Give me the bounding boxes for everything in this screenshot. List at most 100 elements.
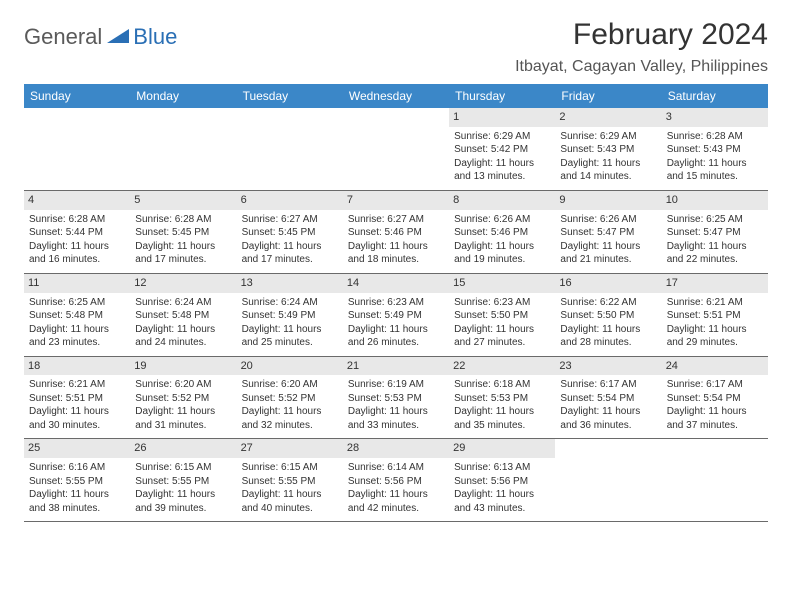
daylight-text: Daylight: 11 hours and 43 minutes.: [454, 488, 550, 515]
sunset-text: Sunset: 5:56 PM: [348, 475, 444, 489]
day-cell: 6 Sunrise: 6:27 AMSunset: 5:45 PMDaylight…: [237, 191, 343, 273]
daylight-text: Daylight: 11 hours and 37 minutes.: [667, 405, 763, 432]
sunrise-text: Sunrise: 6:24 AM: [135, 296, 231, 310]
daylight-text: Daylight: 11 hours and 21 minutes.: [560, 240, 656, 267]
sunset-text: Sunset: 5:49 PM: [242, 309, 338, 323]
sunrise-text: Sunrise: 6:28 AM: [29, 213, 125, 227]
day-cell: 17Sunrise: 6:21 AMSunset: 5:51 PMDayligh…: [662, 274, 768, 356]
sunrise-text: Sunrise: 6:16 AM: [29, 461, 125, 475]
day-cell-empty: [24, 108, 130, 190]
daylight-text: Daylight: 11 hours and 36 minutes.: [560, 405, 656, 432]
day-header-monday: Monday: [130, 84, 236, 108]
week-row: 1Sunrise: 6:29 AMSunset: 5:42 PMDaylight…: [24, 108, 768, 191]
day-cell: 21Sunrise: 6:19 AMSunset: 5:53 PMDayligh…: [343, 357, 449, 439]
daylight-text: Daylight: 11 hours and 32 minutes.: [242, 405, 338, 432]
date-number: 13: [237, 274, 343, 293]
date-number: 29: [449, 439, 555, 458]
date-number: 4: [24, 191, 130, 210]
sunrise-text: Sunrise: 6:23 AM: [348, 296, 444, 310]
daylight-text: Daylight: 11 hours and 31 minutes.: [135, 405, 231, 432]
daylight-text: Daylight: 11 hours and 35 minutes.: [454, 405, 550, 432]
daylight-text: Daylight: 11 hours and 29 minutes.: [667, 323, 763, 350]
day-cell: 1Sunrise: 6:29 AMSunset: 5:42 PMDaylight…: [449, 108, 555, 190]
sunrise-text: Sunrise: 6:22 AM: [560, 296, 656, 310]
sunrise-text: Sunrise: 6:29 AM: [454, 130, 550, 144]
sunset-text: Sunset: 5:51 PM: [29, 392, 125, 406]
day-header-saturday: Saturday: [662, 84, 768, 108]
location-subtitle: Itbayat, Cagayan Valley, Philippines: [515, 58, 768, 76]
sunrise-text: Sunrise: 6:14 AM: [348, 461, 444, 475]
daylight-text: Daylight: 11 hours and 24 minutes.: [135, 323, 231, 350]
day-cell: 16Sunrise: 6:22 AMSunset: 5:50 PMDayligh…: [555, 274, 661, 356]
header: General Blue February 2024 Itbayat, Caga…: [24, 18, 768, 76]
sunset-text: Sunset: 5:43 PM: [560, 143, 656, 157]
sunset-text: Sunset: 5:45 PM: [242, 226, 338, 240]
date-number: 3: [662, 108, 768, 127]
daylight-text: Daylight: 11 hours and 30 minutes.: [29, 405, 125, 432]
day-cell: 8Sunrise: 6:26 AMSunset: 5:46 PMDaylight…: [449, 191, 555, 273]
sunrise-text: Sunrise: 6:21 AM: [667, 296, 763, 310]
day-cell-empty: [130, 108, 236, 190]
day-cell: 19Sunrise: 6:20 AMSunset: 5:52 PMDayligh…: [130, 357, 236, 439]
sunrise-text: Sunrise: 6:13 AM: [454, 461, 550, 475]
day-cell: 29Sunrise: 6:13 AMSunset: 5:56 PMDayligh…: [449, 439, 555, 521]
day-cell: 13Sunrise: 6:24 AMSunset: 5:49 PMDayligh…: [237, 274, 343, 356]
day-cell: 4Sunrise: 6:28 AMSunset: 5:44 PMDaylight…: [24, 191, 130, 273]
day-header-tuesday: Tuesday: [237, 84, 343, 108]
week-row: 25Sunrise: 6:16 AMSunset: 5:55 PMDayligh…: [24, 439, 768, 522]
day-cell: 14Sunrise: 6:23 AMSunset: 5:49 PMDayligh…: [343, 274, 449, 356]
sunrise-text: Sunrise: 6:15 AM: [242, 461, 338, 475]
day-cell: 2Sunrise: 6:29 AMSunset: 5:43 PMDaylight…: [555, 108, 661, 190]
logo-text-2: Blue: [133, 24, 177, 50]
week-row: 11Sunrise: 6:25 AMSunset: 5:48 PMDayligh…: [24, 274, 768, 357]
date-number: [662, 439, 768, 458]
sunrise-text: Sunrise: 6:25 AM: [667, 213, 763, 227]
day-header-friday: Friday: [555, 84, 661, 108]
day-cell: 20Sunrise: 6:20 AMSunset: 5:52 PMDayligh…: [237, 357, 343, 439]
sunset-text: Sunset: 5:51 PM: [667, 309, 763, 323]
date-number: 6: [237, 191, 343, 210]
month-title: February 2024: [515, 18, 768, 52]
date-number: [343, 108, 449, 127]
date-number: 7: [343, 191, 449, 210]
day-cell: 26Sunrise: 6:15 AMSunset: 5:55 PMDayligh…: [130, 439, 236, 521]
sunset-text: Sunset: 5:46 PM: [348, 226, 444, 240]
sunrise-text: Sunrise: 6:28 AM: [667, 130, 763, 144]
daylight-text: Daylight: 11 hours and 19 minutes.: [454, 240, 550, 267]
sunset-text: Sunset: 5:55 PM: [135, 475, 231, 489]
day-header-thursday: Thursday: [449, 84, 555, 108]
day-cell: 10Sunrise: 6:25 AMSunset: 5:47 PMDayligh…: [662, 191, 768, 273]
day-header-sunday: Sunday: [24, 84, 130, 108]
sunrise-text: Sunrise: 6:15 AM: [135, 461, 231, 475]
date-number: 10: [662, 191, 768, 210]
daylight-text: Daylight: 11 hours and 17 minutes.: [135, 240, 231, 267]
day-cell: 28 Sunrise: 6:14 AMSunset: 5:56 PMDayligh…: [343, 439, 449, 521]
day-cell: 25Sunrise: 6:16 AMSunset: 5:55 PMDayligh…: [24, 439, 130, 521]
daylight-text: Daylight: 11 hours and 13 minutes.: [454, 157, 550, 184]
daylight-text: Daylight: 11 hours and 14 minutes.: [560, 157, 656, 184]
sunset-text: Sunset: 5:46 PM: [454, 226, 550, 240]
daylight-text: Daylight: 11 hours and 38 minutes.: [29, 488, 125, 515]
sunrise-text: Sunrise: 6:27 AM: [242, 213, 338, 227]
sunrise-text: Sunrise: 6:27 AM: [348, 213, 444, 227]
sunset-text: Sunset: 5:49 PM: [348, 309, 444, 323]
logo-text-1: General: [24, 24, 102, 50]
week-row: 18Sunrise: 6:21 AMSunset: 5:51 PMDayligh…: [24, 357, 768, 440]
sunset-text: Sunset: 5:55 PM: [242, 475, 338, 489]
date-number: 20: [237, 357, 343, 376]
sunrise-text: Sunrise: 6:19 AM: [348, 378, 444, 392]
daylight-text: Daylight: 11 hours and 40 minutes.: [242, 488, 338, 515]
week-row: 4 Sunrise: 6:28 AMSunset: 5:44 PM Daylight…: [24, 191, 768, 274]
daylight-text: Daylight: 11 hours and 17 minutes.: [242, 240, 338, 267]
sunrise-text: Sunrise: 6:20 AM: [242, 378, 338, 392]
day-cell: 15Sunrise: 6:23 AMSunset: 5:50 PMDayligh…: [449, 274, 555, 356]
sunset-text: Sunset: 5:44 PM: [29, 226, 125, 240]
date-number: 28: [343, 439, 449, 458]
date-number: 23: [555, 357, 661, 376]
daylight-text: Daylight: 11 hours and 22 minutes.: [667, 240, 763, 267]
date-number: 15: [449, 274, 555, 293]
daylight-text: Daylight: 11 hours and 42 minutes.: [348, 488, 444, 515]
date-number: [555, 439, 661, 458]
day-cell-empty: [343, 108, 449, 190]
logo: General Blue: [24, 24, 177, 50]
